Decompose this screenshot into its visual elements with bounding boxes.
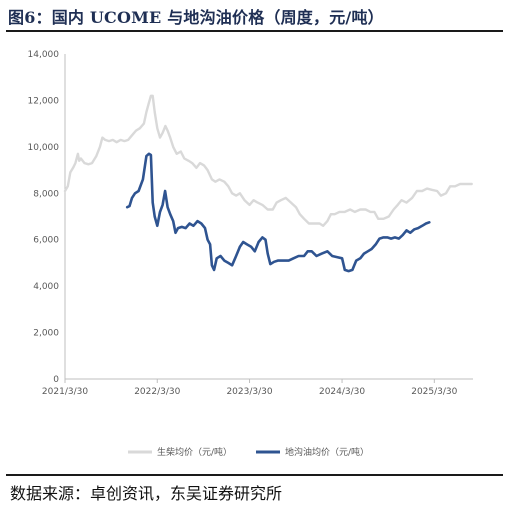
y-tick-label: 8,000 <box>33 189 59 199</box>
x-tick-label: 2025/3/30 <box>411 387 457 397</box>
series-line-gutter-oil <box>125 152 431 273</box>
series-layer <box>63 94 473 273</box>
figure-title: 图6：国内 UCOME 与地沟油价格（周度，元/吨） <box>8 8 384 27</box>
series-line-biodiesel <box>63 94 473 227</box>
y-tick-label: 14,000 <box>28 50 60 60</box>
x-tick-label: 2024/3/30 <box>319 387 365 397</box>
y-tick-label: 10,000 <box>28 143 60 153</box>
source-divider <box>6 474 503 476</box>
x-axis-ticks <box>64 379 435 383</box>
y-axis-tick-labels: 0 2,000 4,000 6,000 8,000 10,000 12,000 14,000 <box>28 50 60 385</box>
y-tick-label: 6,000 <box>33 236 59 246</box>
legend-label-biodiesel: 生柴均价（元/吨） <box>157 446 232 458</box>
chart-legend: 生柴均价（元/吨） 地沟油均价（元/吨） <box>128 446 369 458</box>
line-chart: 02,0004,0006,0008,00010,00012,00014,000 … <box>28 50 473 458</box>
title-divider <box>6 30 503 32</box>
x-tick-label: 2021/3/30 <box>42 387 88 397</box>
y-tick-label: 0 <box>53 375 59 385</box>
source-note: 数据来源：卓创资讯，东吴证券研究所 <box>10 484 283 503</box>
y-tick-label: 12,000 <box>28 96 60 106</box>
axes <box>64 54 473 380</box>
x-tick-label: 2023/3/30 <box>226 387 272 397</box>
legend-label-gutter-oil: 地沟油均价（元/吨） <box>285 446 369 458</box>
x-tick-label: 2022/3/30 <box>134 387 180 397</box>
y-tick-label: 2,000 <box>33 329 59 339</box>
x-axis-tick-labels: 2021/3/30 2022/3/30 2023/3/30 2024/3/30 2025… <box>42 387 458 397</box>
y-tick-label: 4,000 <box>33 282 59 292</box>
